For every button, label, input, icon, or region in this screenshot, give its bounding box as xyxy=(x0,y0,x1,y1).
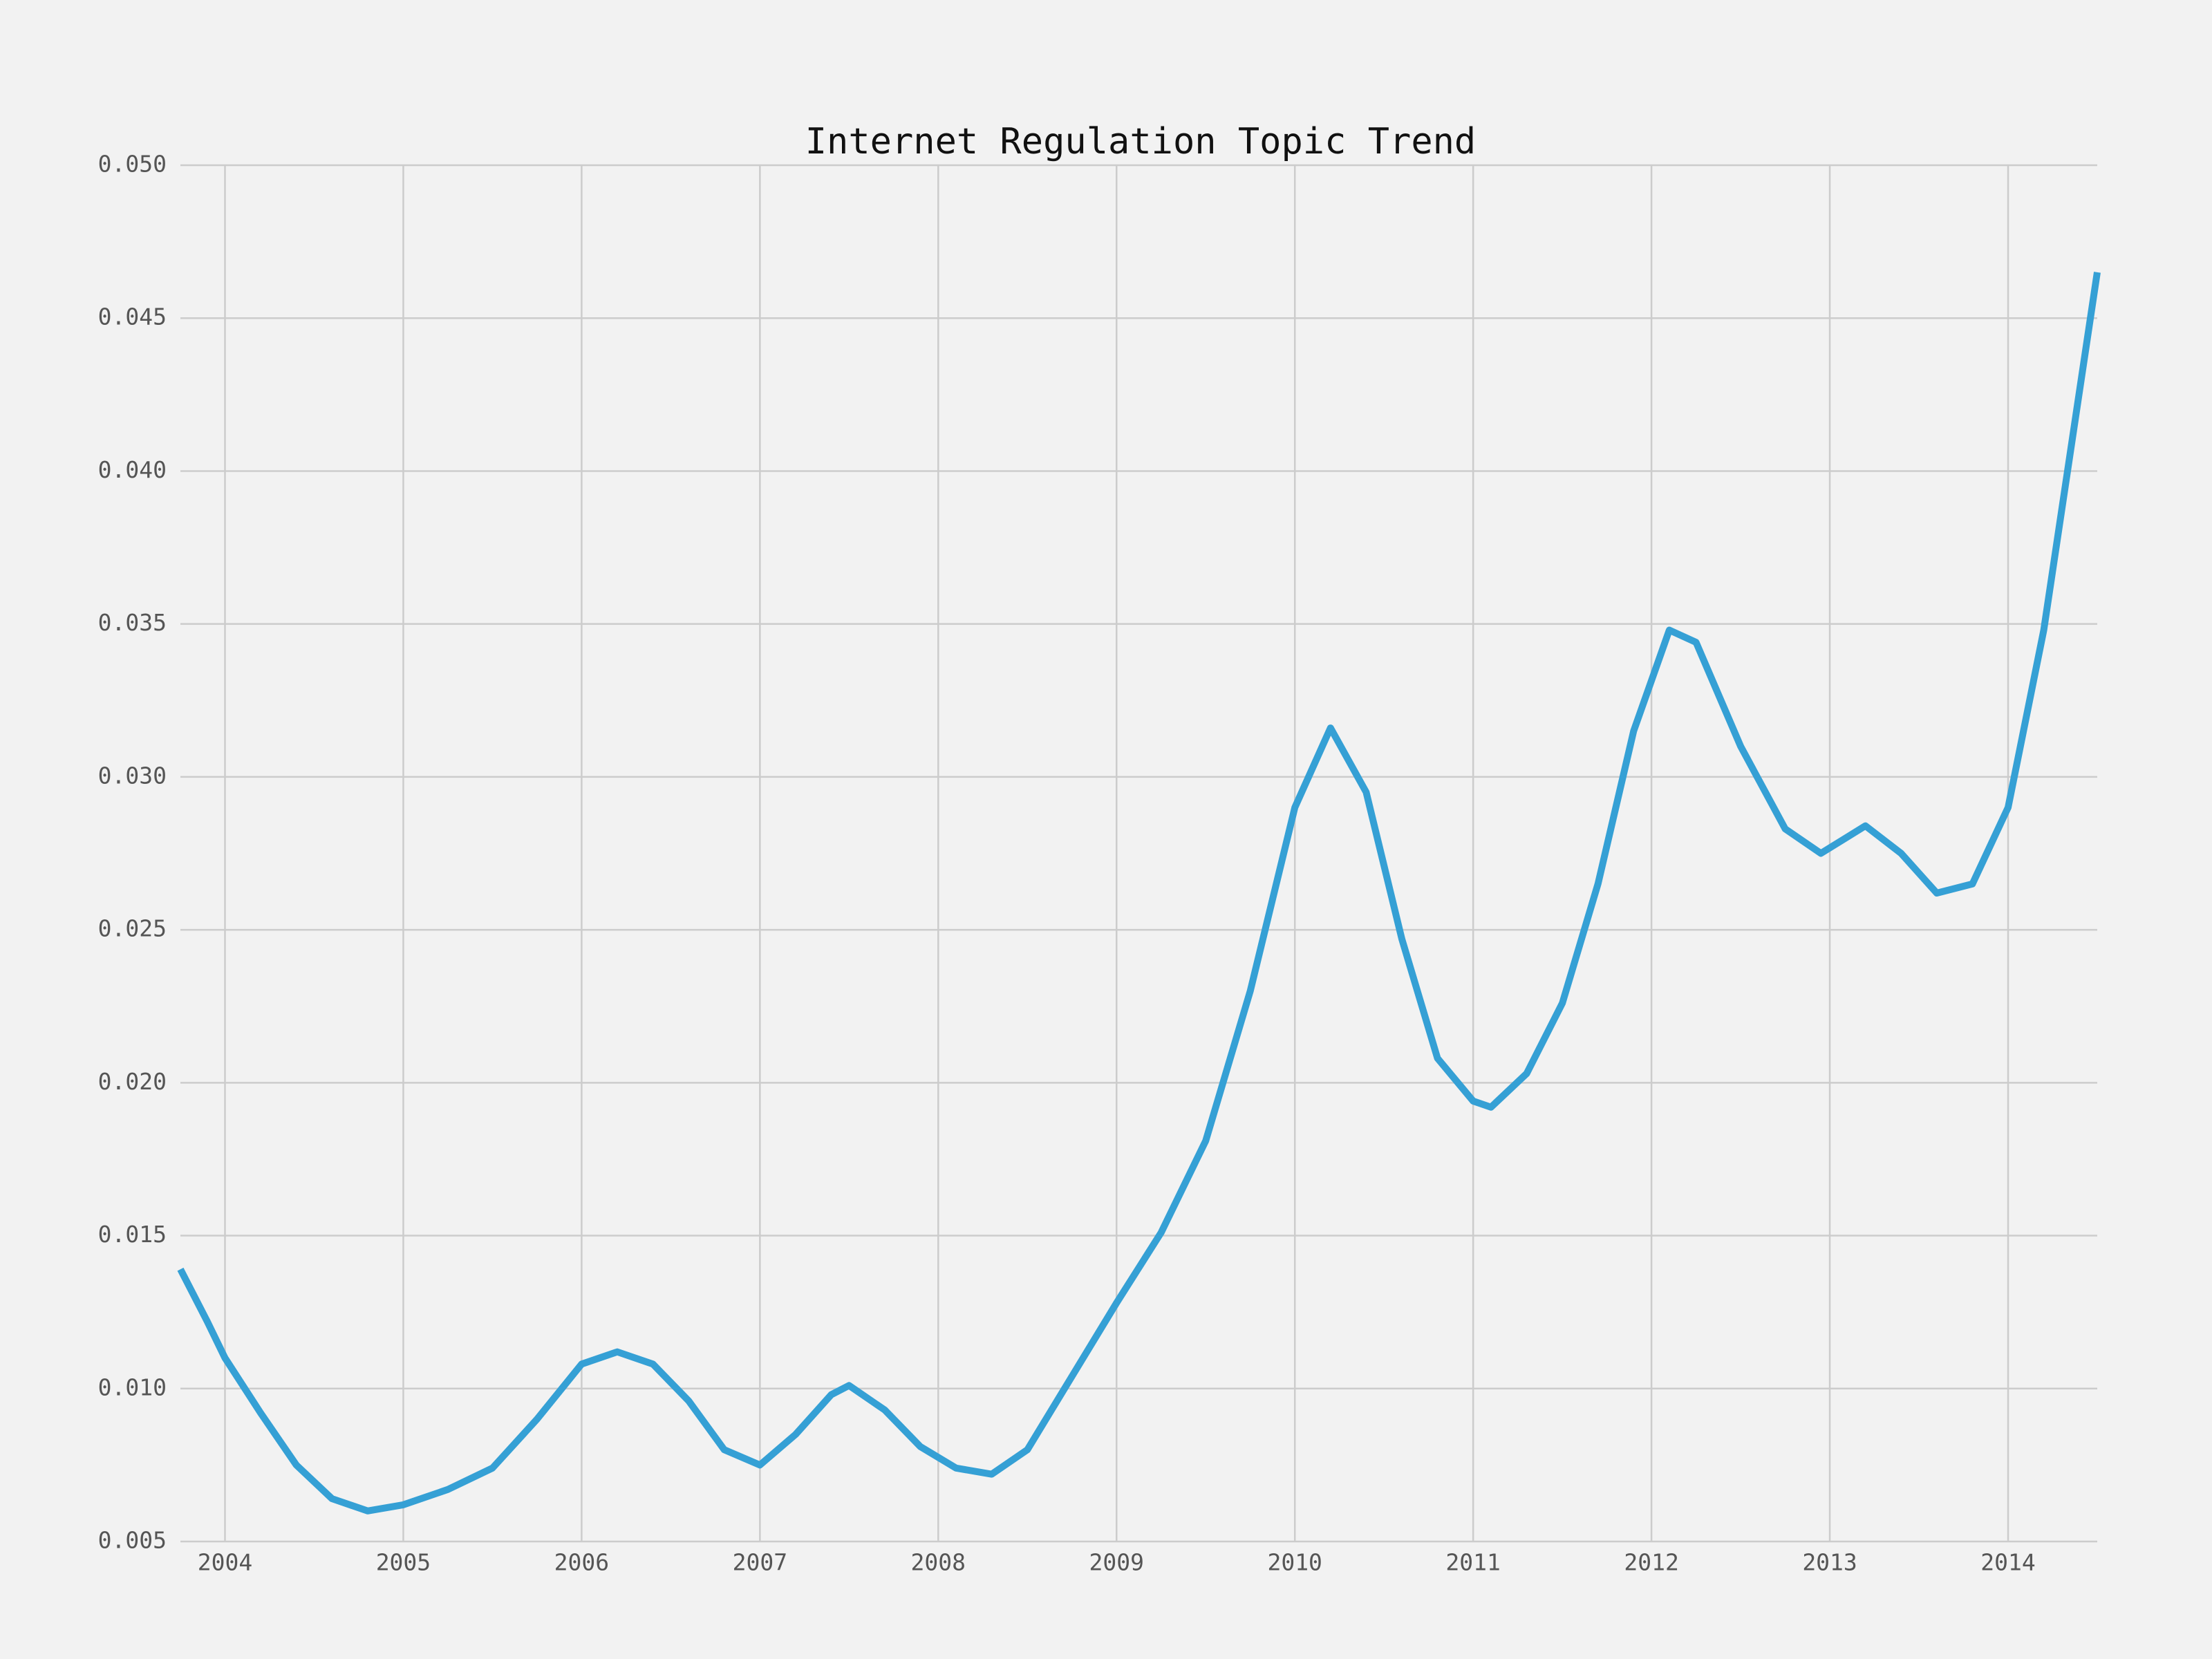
x-tick-label: 2011 xyxy=(1445,1549,1500,1576)
line-series xyxy=(177,272,2101,1515)
x-tick-label: 2009 xyxy=(1089,1549,1144,1576)
y-tick-label: 0.035 xyxy=(98,609,167,636)
y-tick-label: 0.005 xyxy=(98,1527,167,1554)
y-tick-label: 0.025 xyxy=(98,915,167,942)
x-tick-label: 2014 xyxy=(1980,1549,2035,1576)
x-tick-label: 2005 xyxy=(376,1549,431,1576)
x-tick-label: 2008 xyxy=(911,1549,966,1576)
x-tick-label: 2004 xyxy=(198,1549,252,1576)
x-tick-label: 2006 xyxy=(554,1549,609,1576)
y-tick-label: 0.015 xyxy=(98,1221,167,1248)
y-tick-label: 0.030 xyxy=(98,762,167,789)
x-tick-label: 2013 xyxy=(1802,1549,1857,1576)
y-tick-label: 0.020 xyxy=(98,1068,167,1095)
y-tick-label: 0.050 xyxy=(98,151,167,178)
y-tick-label: 0.010 xyxy=(98,1374,167,1400)
x-tick-label: 2007 xyxy=(733,1549,787,1576)
x-tick-label: 2010 xyxy=(1267,1549,1322,1576)
y-tick-label: 0.045 xyxy=(98,303,167,330)
y-tick-label: 0.040 xyxy=(98,456,167,483)
chart-title: Internet Regulation Topic Trend xyxy=(805,121,1477,162)
x-tick-label: 2012 xyxy=(1624,1549,1678,1576)
